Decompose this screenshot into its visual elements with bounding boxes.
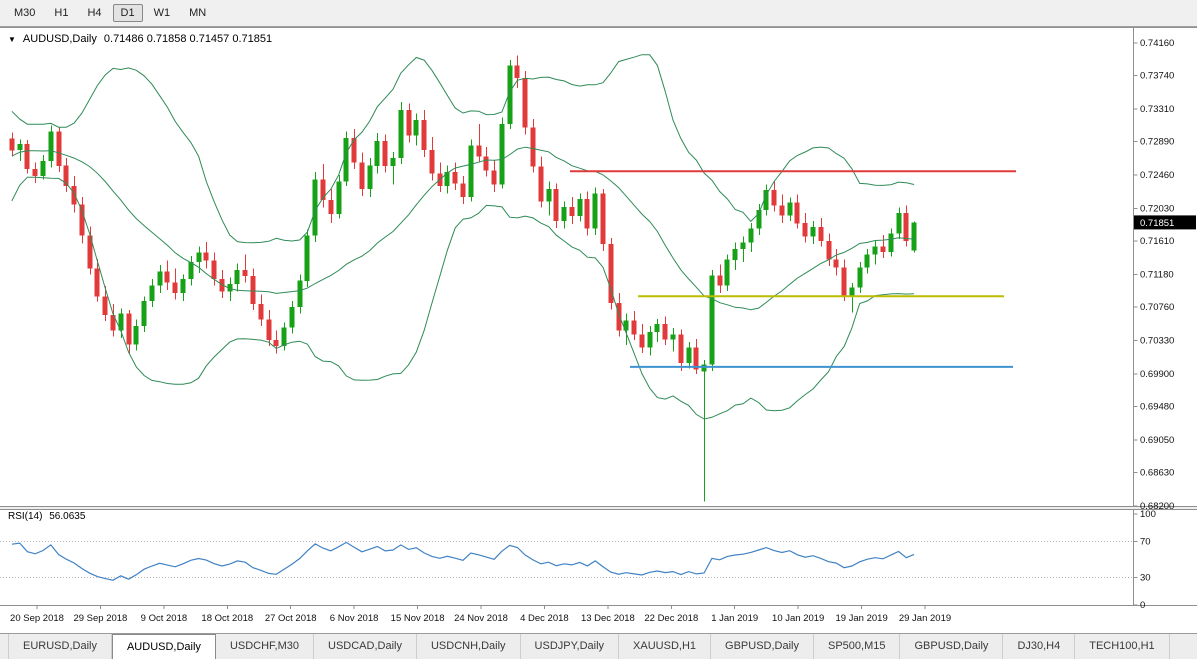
date-label: 24 Nov 2018 bbox=[454, 613, 508, 624]
rsi-name: RSI(14) bbox=[8, 511, 43, 522]
date-label: 10 Jan 2019 bbox=[772, 613, 824, 624]
timeframe-button-w1[interactable]: W1 bbox=[153, 7, 171, 19]
date-label: 6 Nov 2018 bbox=[330, 613, 379, 624]
price-axis[interactable]: 0.74160 0.73740 0.73310 0.72890 0.72460 0.720… bbox=[1133, 38, 1175, 512]
rsi-indicator-label: RSI(14) 56.0635 bbox=[8, 511, 89, 522]
bollinger-upper-line bbox=[11, 54, 915, 244]
chart-tabbar: EURUSD,Daily AUDUSD,Daily USDCHF,M30 USDCAD… bbox=[0, 633, 1197, 659]
rsi-line bbox=[11, 541, 915, 581]
date-label: 13 Dec 2018 bbox=[581, 613, 635, 624]
price-tick-label: 0.68630 bbox=[1140, 468, 1174, 479]
date-label: 19 Jan 2019 bbox=[835, 613, 887, 624]
rsi-pane: 100 70 30 0 bbox=[0, 509, 1156, 611]
timeframe-button-h4[interactable]: H4 bbox=[87, 7, 102, 19]
bollinger-bands bbox=[11, 54, 915, 420]
date-label: 9 Oct 2018 bbox=[141, 613, 187, 624]
chart-tab-3-usdcad-daily[interactable]: USDCAD,Daily bbox=[314, 634, 417, 659]
chart-tab-1-audusd-daily[interactable]: AUDUSD,Daily bbox=[111, 634, 216, 659]
price-tick-label: 0.69480 bbox=[1140, 402, 1174, 413]
price-tick-label: 0.68200 bbox=[1140, 501, 1174, 512]
rsi-tick-label: 30 bbox=[1140, 573, 1151, 584]
price-tick-label: 0.71610 bbox=[1140, 236, 1174, 247]
chart-ohlc-values: 0.71486 0.71858 0.71457 0.71851 bbox=[103, 33, 273, 45]
price-tick-label: 0.70760 bbox=[1140, 302, 1174, 313]
date-label: 15 Nov 2018 bbox=[391, 613, 445, 624]
timeframe-button-mn[interactable]: MN bbox=[189, 7, 207, 19]
date-label: 29 Sep 2018 bbox=[73, 613, 127, 624]
bollinger-lower-line bbox=[11, 176, 915, 420]
price-tick-label: 0.69900 bbox=[1140, 369, 1174, 380]
timeframe-button-m30[interactable]: M30 bbox=[14, 7, 36, 19]
chart-tab-5-usdjpy-daily[interactable]: USDJPY,Daily bbox=[521, 634, 620, 659]
svg-text:0.71851: 0.71851 bbox=[1140, 218, 1174, 229]
chart-title: ▼ AUDUSD,Daily 0.71486 0.71858 0.71457 0… bbox=[8, 33, 272, 45]
price-tick-label: 0.73310 bbox=[1140, 104, 1174, 115]
price-tick-label: 0.74160 bbox=[1140, 38, 1174, 49]
chart-tab-9-gbpusd-daily[interactable]: GBPUSD,Daily bbox=[900, 634, 1004, 659]
chart-tab-0-eurusd-daily[interactable]: EURUSD,Daily bbox=[8, 634, 112, 659]
date-label: 18 Oct 2018 bbox=[201, 613, 253, 624]
pane-splitter[interactable] bbox=[0, 506, 1197, 510]
date-axis[interactable]: 20 Sep 2018 29 Sep 2018 9 Oct 2018 18 Oct 2… bbox=[10, 605, 951, 624]
date-label: 20 Sep 2018 bbox=[10, 613, 64, 624]
rsi-tick-label: 70 bbox=[1140, 536, 1151, 547]
date-label: 29 Jan 2019 bbox=[899, 613, 951, 624]
bollinger-middle-line bbox=[11, 146, 915, 311]
price-tick-label: 0.72030 bbox=[1140, 204, 1174, 215]
timeframe-button-d1[interactable]: D1 bbox=[112, 4, 143, 22]
rsi-value: 56.0635 bbox=[49, 511, 86, 522]
chart-tab-6-xauusd-h1[interactable]: XAUUSD,H1 bbox=[619, 634, 712, 659]
chart-symbol-label: AUDUSD,Daily bbox=[22, 33, 97, 45]
date-label: 27 Oct 2018 bbox=[265, 613, 317, 624]
price-tick-label: 0.70330 bbox=[1140, 336, 1174, 347]
chart-canvas[interactable]: 0.74160 0.73740 0.73310 0.72890 0.72460 0.720… bbox=[0, 27, 1197, 633]
timeframe-button-h1[interactable]: H1 bbox=[54, 7, 69, 19]
rsi-tick-label: 100 bbox=[1140, 509, 1156, 520]
price-tick-label: 0.72890 bbox=[1140, 137, 1174, 148]
price-tick-label: 0.71180 bbox=[1140, 270, 1174, 281]
chart-tab-8-sp500-m15[interactable]: SP500,M15 bbox=[814, 634, 901, 659]
timeframe-toolbar: M30 H1 H4 D1 W1 MN bbox=[0, 0, 1197, 27]
price-tick-label: 0.73740 bbox=[1140, 71, 1174, 82]
chart-background bbox=[0, 27, 1197, 633]
date-label: 4 Dec 2018 bbox=[520, 613, 569, 624]
chart-tab-11-tech100-h1[interactable]: TECH100,H1 bbox=[1075, 634, 1170, 659]
chart-tab-4-usdcnh-daily[interactable]: USDCNH,Daily bbox=[417, 634, 521, 659]
one-click-trading-arrow-icon[interactable]: ▼ bbox=[8, 34, 16, 44]
current-price-badge: 0.71851 bbox=[1134, 215, 1196, 230]
chart-tab-2-usdchf-m30[interactable]: USDCHF,M30 bbox=[216, 634, 315, 659]
candles-layer bbox=[9, 55, 917, 502]
date-label: 1 Jan 2019 bbox=[711, 613, 758, 624]
rsi-tick-label: 0 bbox=[1140, 600, 1145, 611]
chart-tab-7-gbpusd-daily[interactable]: GBPUSD,Daily bbox=[711, 634, 814, 659]
price-tick-label: 0.69050 bbox=[1140, 435, 1174, 446]
chart-tab-10-dj30-h4[interactable]: DJ30,H4 bbox=[1003, 634, 1076, 659]
price-tick-label: 0.72460 bbox=[1140, 170, 1174, 181]
date-label: 22 Dec 2018 bbox=[644, 613, 698, 624]
